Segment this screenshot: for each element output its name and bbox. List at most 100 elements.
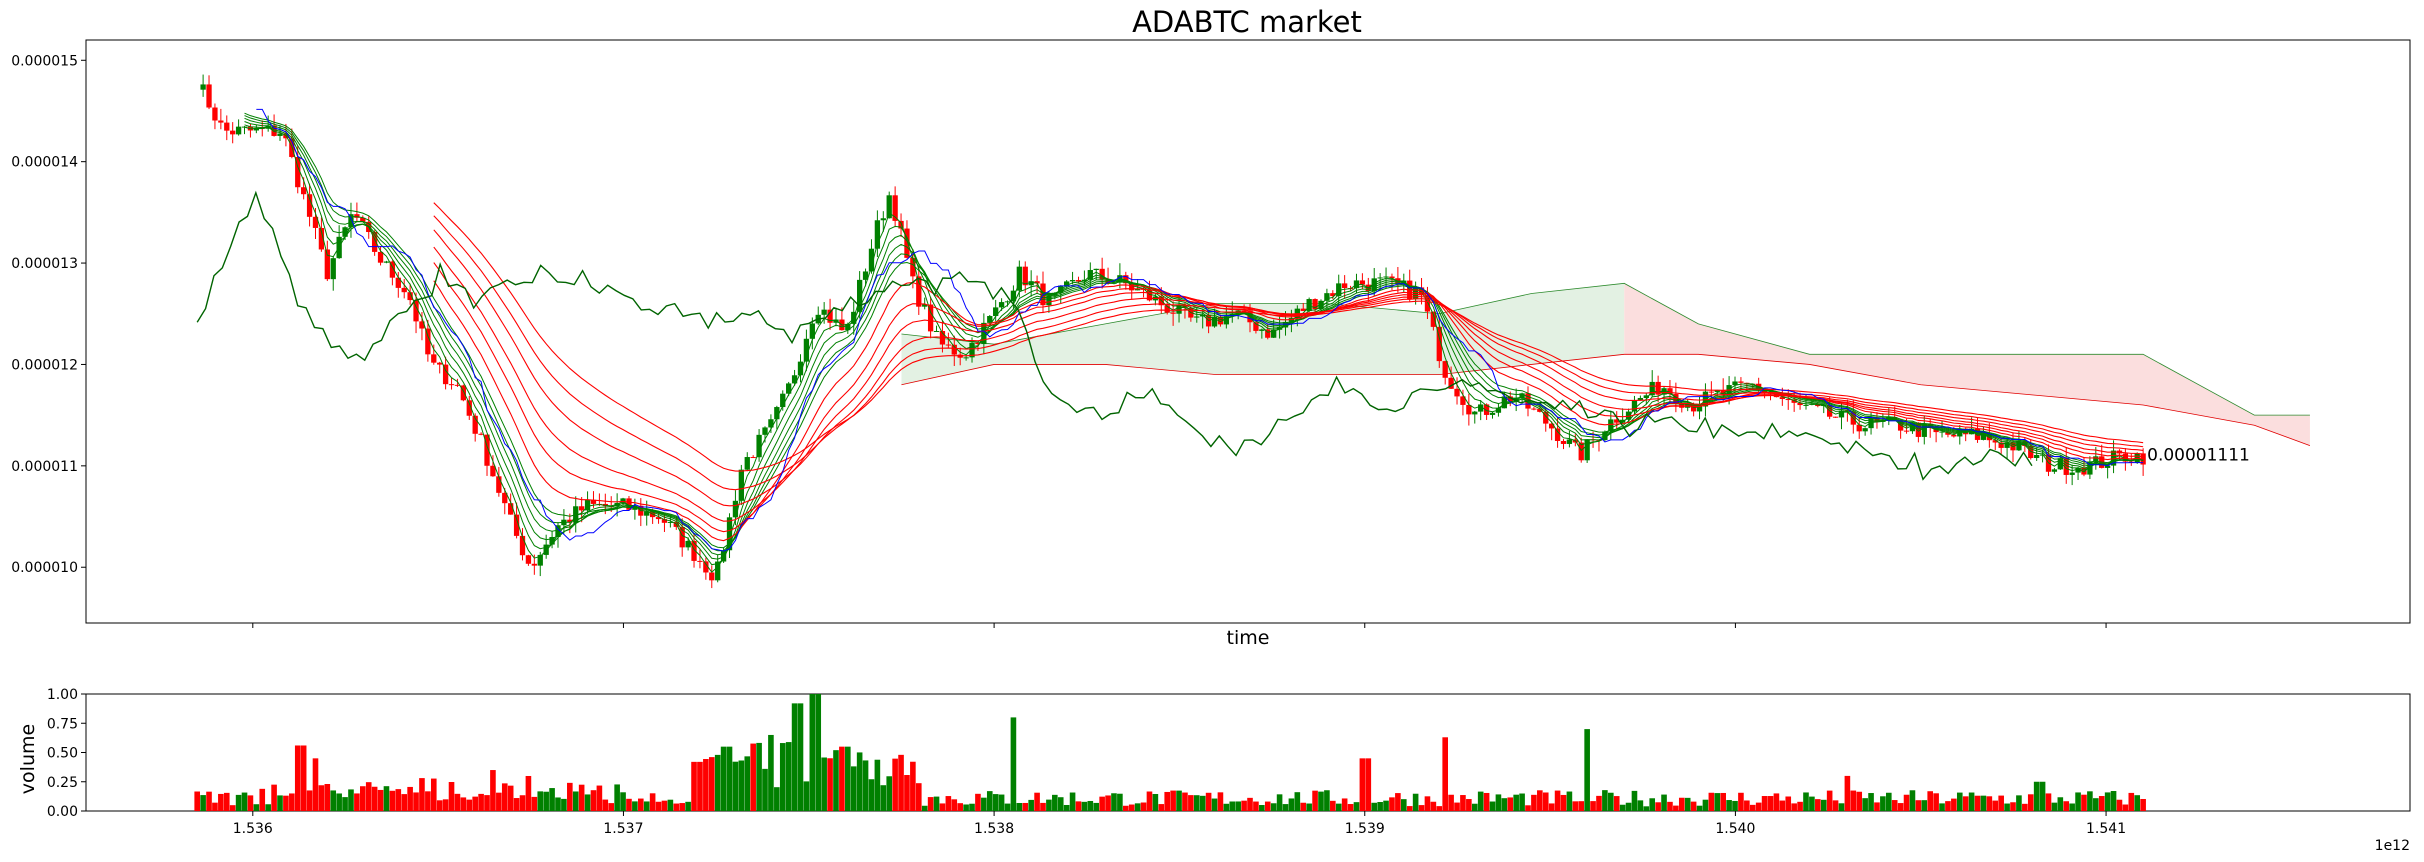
volume-bar (1820, 799, 1827, 811)
volume-bar (2033, 781, 2040, 811)
volume-bar (549, 788, 555, 811)
volume-bar (1696, 805, 1703, 811)
x-axis-title: time (1227, 627, 1270, 649)
candle-body (1779, 397, 1785, 400)
candle-body (1401, 280, 1407, 285)
volume-bar (206, 791, 212, 811)
volume-bar (1501, 798, 1508, 811)
candle-body (697, 560, 703, 562)
candle-body (1454, 388, 1460, 397)
candle-body (1004, 301, 1011, 303)
volume-bar (785, 742, 792, 811)
volume-bar (543, 791, 549, 811)
candle-body (1489, 412, 1496, 415)
volume-bar (1726, 800, 1732, 811)
candle-body (679, 526, 685, 548)
volume-bar (2087, 791, 2093, 811)
volume-bar (1578, 801, 1585, 811)
candle-body (513, 514, 520, 536)
candle-body (786, 383, 792, 394)
candle-body (1478, 404, 1484, 412)
candle-body (1424, 295, 1431, 312)
candle-body (715, 561, 721, 581)
volume-bar (401, 794, 408, 811)
ichimoku-cloud-bearish (1624, 283, 2310, 446)
volume-bar (1063, 804, 1070, 811)
candle-body (892, 195, 898, 221)
candle-body (1566, 439, 1573, 444)
volume-bar (1199, 795, 1206, 811)
volume-bar (1158, 804, 1165, 811)
candle-body (762, 427, 768, 435)
candle-body (827, 309, 833, 323)
candle-body (377, 251, 384, 263)
volume-bar (1560, 794, 1567, 811)
volume-bar (856, 752, 863, 811)
volume-bar (608, 803, 615, 811)
volume-bar (1513, 794, 1519, 811)
volume-bar (2098, 796, 2105, 811)
volume-bar (1471, 803, 1478, 811)
volume-bar (472, 796, 478, 811)
candle-body (1549, 423, 1555, 429)
volume-bar (1424, 796, 1431, 811)
volume-bar (1466, 799, 1472, 811)
volume-bar (1324, 790, 1330, 811)
volume-bar (1294, 792, 1301, 811)
volume-bar (389, 790, 396, 811)
volume-bar (1081, 801, 1088, 811)
candle-body (791, 375, 798, 384)
volume-bar (1460, 795, 1466, 811)
volume-bar (768, 734, 774, 811)
volume-bar (685, 801, 691, 811)
candle-body (868, 248, 875, 272)
volume-bar (1188, 795, 1194, 811)
volume-bar (1406, 806, 1413, 811)
volume-bar (892, 758, 898, 811)
volume-bar (466, 799, 473, 811)
volume-bar (2093, 798, 2099, 811)
price-y-tick-label: 0.000010 (11, 560, 78, 576)
volume-bar (1034, 792, 1040, 811)
candle-body (1211, 316, 1218, 327)
volume-bar (2051, 802, 2058, 811)
volume-x-tick-label: 1.539 (1345, 821, 1385, 837)
volume-bar (2063, 801, 2070, 811)
volume-bar (1684, 797, 1691, 811)
volume-bar (981, 797, 987, 811)
volume-bar (365, 782, 372, 811)
candle-body (1803, 404, 1809, 406)
volume-bar (1619, 804, 1626, 811)
candle-body (809, 323, 815, 339)
volume-bar (1761, 796, 1768, 811)
volume-bar (354, 793, 360, 811)
candle-body (691, 540, 697, 561)
candle-body (933, 330, 940, 332)
volume-bar (839, 746, 845, 811)
candle-body (632, 505, 638, 510)
volume-bar (1880, 796, 1886, 811)
candle-body (342, 227, 348, 237)
volume-bar (419, 778, 425, 811)
volume-bar (1128, 804, 1135, 811)
volume-bar (1785, 796, 1792, 811)
volume-x-tick-label: 1.537 (603, 821, 643, 837)
volume-bar (1773, 793, 1780, 811)
candle-body (1625, 411, 1632, 420)
senkou-span-a (901, 282, 2310, 416)
volume-bar (1874, 802, 1880, 811)
tenkan-line (256, 108, 2144, 552)
candle-body (1655, 381, 1661, 395)
volume-bar (507, 785, 514, 811)
candle-body (525, 555, 532, 564)
volume-bar (738, 760, 745, 811)
candle-body (732, 500, 739, 518)
candle-body (484, 434, 490, 466)
volume-bar (1170, 790, 1176, 811)
volume-bar (1093, 802, 1100, 811)
volume-bar (1442, 737, 1448, 811)
volume-bar (703, 759, 709, 811)
candle-body (862, 271, 869, 280)
candle-body (987, 316, 993, 323)
volume-bar (975, 793, 981, 811)
